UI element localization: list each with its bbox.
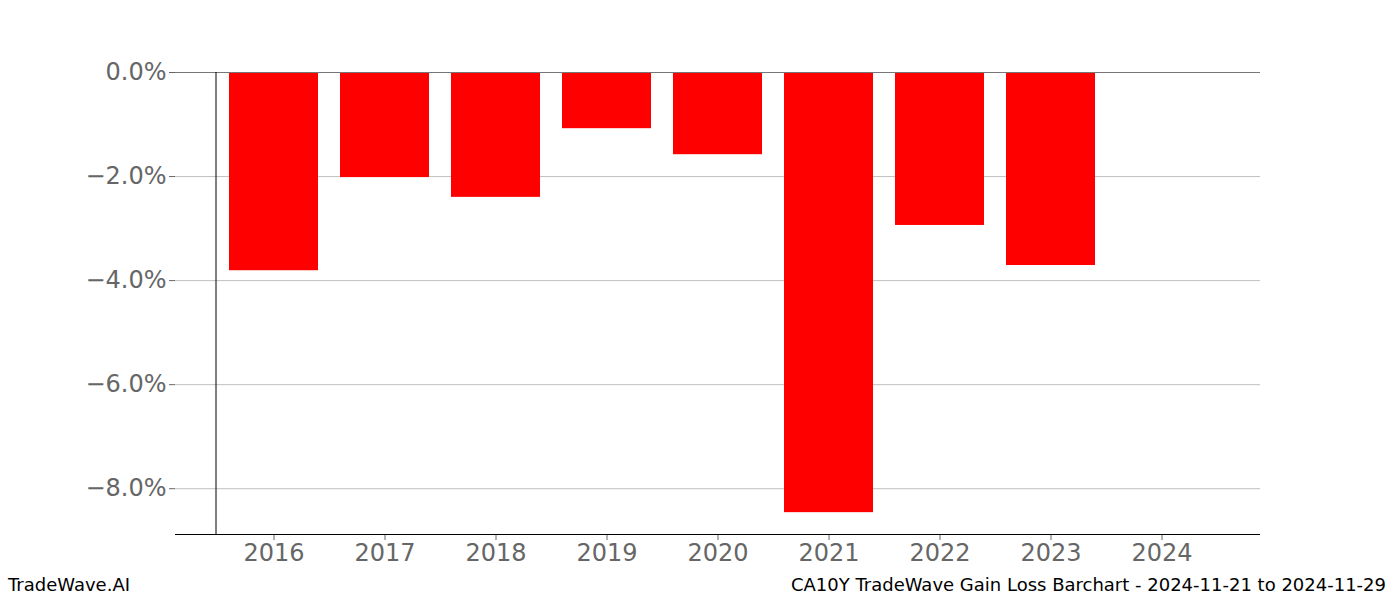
svg-text:2021: 2021: [798, 539, 859, 567]
svg-text:2019: 2019: [576, 539, 637, 567]
svg-text:−8.0%: −8.0%: [85, 474, 166, 502]
svg-text:2018: 2018: [465, 539, 526, 567]
svg-text:0.0%: 0.0%: [106, 58, 167, 86]
svg-text:2017: 2017: [354, 539, 415, 567]
svg-text:−6.0%: −6.0%: [85, 370, 166, 398]
html-text:TradeWave.AI: TradeWave.AI: [8, 574, 130, 595]
svg-text:2024: 2024: [1131, 539, 1192, 567]
svg-text:−4.0%: −4.0%: [85, 266, 166, 294]
svg-text:−2.0%: −2.0%: [85, 162, 166, 190]
svg-text:2023: 2023: [1020, 539, 1081, 567]
svg-text:2022: 2022: [909, 539, 970, 567]
svg-text:2020: 2020: [687, 539, 748, 567]
html-text:CA10Y TradeWave Gain Loss Barc: CA10Y TradeWave Gain Loss Barchart - 202…: [790, 574, 1386, 595]
svg-text:2016: 2016: [243, 539, 304, 567]
